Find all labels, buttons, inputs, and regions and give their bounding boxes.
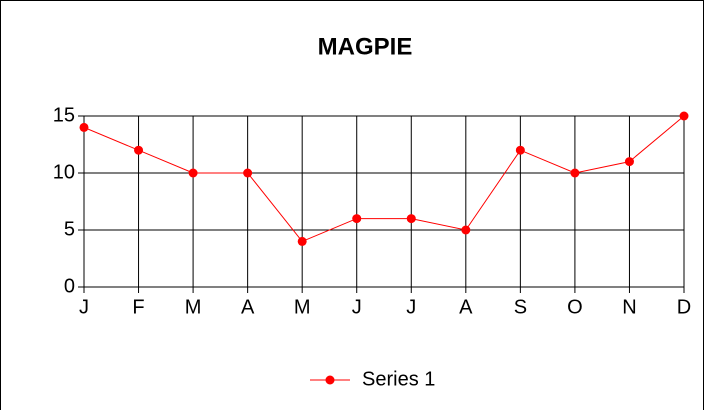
series-line xyxy=(83,115,685,243)
x-tick-label: J xyxy=(352,296,362,318)
legend-label: Series 1 xyxy=(362,368,435,390)
x-tick-label: A xyxy=(241,296,255,318)
x-tick-label: O xyxy=(567,296,583,318)
series-marker xyxy=(188,168,198,178)
x-tick-label: J xyxy=(79,296,89,318)
y-tick-label: 5 xyxy=(64,218,75,240)
x-tick-label: M xyxy=(185,296,202,318)
series-marker xyxy=(461,225,471,235)
series-marker xyxy=(679,111,689,121)
series-marker xyxy=(79,122,89,132)
series-marker xyxy=(515,145,525,155)
x-tick-label: D xyxy=(677,296,691,318)
series-marker xyxy=(134,145,144,155)
series-marker xyxy=(352,214,362,224)
series-marker xyxy=(406,214,416,224)
legend-marker xyxy=(325,375,335,385)
x-tick-label: J xyxy=(406,296,416,318)
series-marker xyxy=(297,236,307,246)
series-marker xyxy=(243,168,253,178)
x-tick-label: N xyxy=(622,296,636,318)
series-marker xyxy=(570,168,580,178)
x-tick-label: S xyxy=(514,296,527,318)
x-tick-label: M xyxy=(294,296,311,318)
x-tick-label: F xyxy=(132,296,144,318)
series-marker xyxy=(624,157,634,167)
x-tick-label: A xyxy=(459,296,473,318)
y-tick-label: 10 xyxy=(53,161,75,183)
y-tick-label: 0 xyxy=(64,275,75,297)
chart-title: MAGPIE xyxy=(318,33,413,60)
y-tick-label: 15 xyxy=(53,104,75,126)
